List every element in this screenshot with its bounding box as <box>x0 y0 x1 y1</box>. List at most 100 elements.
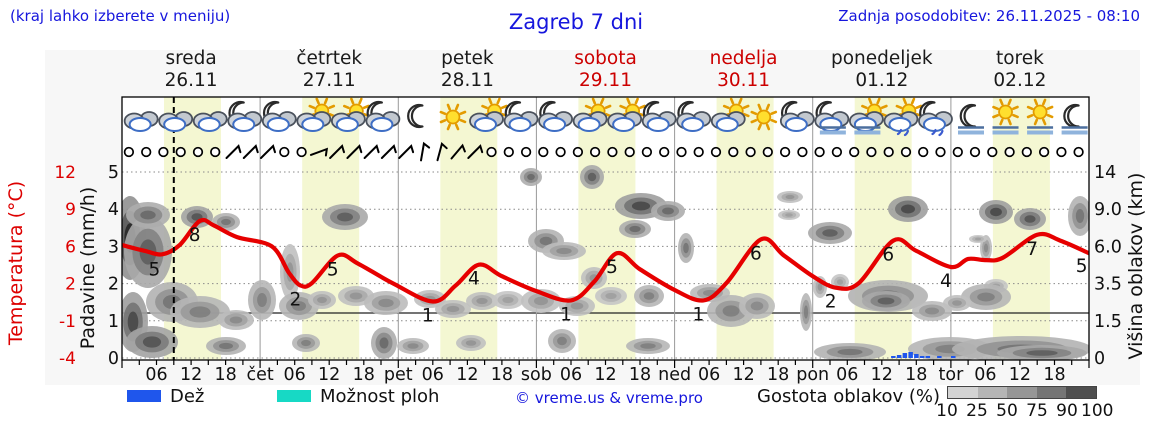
svg-text:1.5: 1.5 <box>1094 312 1122 332</box>
rain-bars <box>891 352 956 358</box>
cloud-icon <box>853 117 877 132</box>
weather-icon <box>710 97 750 132</box>
cloud-axis-title: Višina oblakov (km) <box>1125 173 1147 360</box>
wind-barb-icon <box>346 144 363 159</box>
weather-icon <box>365 100 401 132</box>
temp-axis-title: Temperatura (°C) <box>5 181 27 346</box>
day-date: 30.11 <box>717 70 770 91</box>
day-date: 29.11 <box>579 70 632 91</box>
svg-text:9.0: 9.0 <box>1094 200 1122 220</box>
day-date: 28.11 <box>441 70 494 91</box>
cloud-cover-blobs <box>122 165 1089 360</box>
weather-icon <box>469 97 508 132</box>
svg-text:18: 18 <box>629 365 651 385</box>
weather-icon <box>192 111 228 132</box>
cloud-icon <box>646 117 670 132</box>
wind-calm-icon <box>987 146 998 158</box>
wind-calm-icon <box>952 146 963 158</box>
svg-text:12: 12 <box>318 365 340 385</box>
cloud-icon <box>301 117 325 132</box>
wind-calm-icon <box>1073 146 1084 158</box>
svg-text:0: 0 <box>1094 349 1105 369</box>
weather-icon <box>992 98 1019 135</box>
cloud-icon <box>197 117 221 132</box>
svg-text:2: 2 <box>290 289 302 310</box>
wind-calm-icon <box>296 146 307 158</box>
svg-text:6.0: 6.0 <box>1094 237 1122 257</box>
wind-barb-icon <box>436 141 448 162</box>
svg-text:1: 1 <box>693 304 705 325</box>
svg-text:4: 4 <box>108 200 119 220</box>
cloud-icon <box>681 117 705 132</box>
weather-icon <box>676 100 712 132</box>
svg-text:2: 2 <box>825 292 837 313</box>
weather-icon <box>538 100 573 132</box>
weather-icon <box>261 100 297 132</box>
svg-text:18: 18 <box>491 365 513 385</box>
weather-icon <box>330 97 370 132</box>
wind-calm-icon <box>1021 146 1032 158</box>
svg-text:0: 0 <box>108 349 119 369</box>
svg-text:9: 9 <box>65 200 76 220</box>
temp-axis-ticks: 12 9 6 2 -1 -4 <box>54 163 76 369</box>
svg-text:12: 12 <box>456 365 478 385</box>
svg-text:pet: pet <box>384 365 413 385</box>
svg-text:5: 5 <box>1076 256 1088 277</box>
weather-icon <box>641 100 677 132</box>
wind-calm-icon <box>538 146 549 158</box>
wind-calm-icon <box>969 146 981 158</box>
wind-calm-icon <box>883 146 894 158</box>
cloud-icon <box>128 117 152 132</box>
wind-calm-icon <box>935 146 946 158</box>
wind-symbol-row <box>123 141 1084 162</box>
svg-text:1: 1 <box>422 306 434 327</box>
svg-text:6: 6 <box>750 243 762 264</box>
wind-calm-icon <box>693 146 704 158</box>
svg-text:1: 1 <box>108 312 119 332</box>
weather-icon <box>1026 98 1054 135</box>
svg-text:06: 06 <box>422 365 444 385</box>
svg-text:12: 12 <box>871 365 893 385</box>
weather-icon <box>918 100 953 137</box>
cloud-icon <box>784 117 808 132</box>
drizzle-icon <box>896 128 910 137</box>
menu-hint-text: (kraj lahko izberete v meniju) <box>10 7 231 25</box>
wind-calm-icon <box>175 146 186 158</box>
wind-calm-icon <box>503 146 514 158</box>
svg-text:pon: pon <box>796 365 829 385</box>
wind-barb-icon <box>225 144 242 159</box>
sun-icon <box>756 109 772 125</box>
svg-text:06: 06 <box>698 365 720 385</box>
wind-barb-icon <box>309 147 329 157</box>
weather-icon <box>439 103 467 131</box>
temperature-labels: 5 8 2 5 1 4 1 5 1 6 2 6 4 7 5 <box>149 225 1088 327</box>
cloud-icon <box>612 117 636 132</box>
svg-text:12: 12 <box>1009 365 1031 385</box>
x-axis: 06 12 18 06 12 18 06 12 18 06 12 18 06 12 18 06 12 18 06 12… <box>121 360 1090 385</box>
wind-calm-icon <box>210 146 221 158</box>
wind-calm-icon <box>279 146 290 158</box>
wind-calm-icon <box>849 146 860 158</box>
wind-barb-icon <box>450 143 466 160</box>
page-title: Zagreb 7 dni <box>508 10 644 34</box>
weather-icon <box>779 100 815 132</box>
svg-text:2: 2 <box>108 275 119 295</box>
weather-icon <box>883 97 923 137</box>
svg-text:06: 06 <box>974 365 996 385</box>
sun-icon <box>998 104 1013 120</box>
svg-text:čet: čet <box>246 365 273 385</box>
weather-icon <box>848 97 888 135</box>
wind-calm-icon <box>641 146 653 158</box>
wind-calm-icon <box>589 146 601 158</box>
wind-calm-icon <box>728 146 739 158</box>
svg-text:18: 18 <box>353 365 375 385</box>
day-date: 02.12 <box>993 70 1046 91</box>
moon-icon <box>407 103 424 129</box>
wind-barb-icon <box>380 144 397 159</box>
weather-icon <box>123 111 159 132</box>
wind-calm-icon <box>1038 146 1050 158</box>
svg-text:3.5: 3.5 <box>1094 275 1122 295</box>
svg-text:18: 18 <box>214 365 236 385</box>
